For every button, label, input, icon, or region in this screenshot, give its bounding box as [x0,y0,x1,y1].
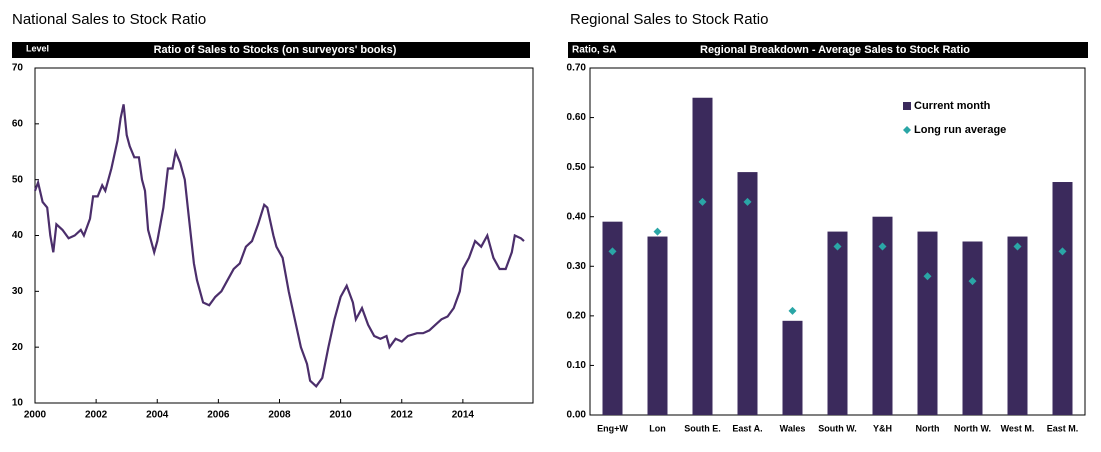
diamond-marker [833,242,842,251]
line-series [33,104,525,388]
bar [782,320,803,415]
bar [647,236,668,415]
diamond-marker [743,197,752,206]
x-tick-label: 2004 [146,410,169,421]
bar [917,231,938,415]
chart-subtitle: Regional Breakdown - Average Sales to St… [700,44,970,56]
bar [1007,236,1028,415]
plot-frame [34,67,534,404]
x-tick-label: North W. [954,423,991,433]
y-tick-label: 0.50 [567,162,587,173]
y-tick-label: 70 [12,63,24,74]
x-tick-label: 2002 [85,410,108,421]
diamond-marker [1058,247,1067,256]
diamond-marker [923,272,932,281]
chart-title: Regional Sales to Stock Ratio [570,11,768,28]
x-tick-label: Eng+W [597,423,628,433]
y-axis-label: Level [26,43,49,53]
y-tick-label: 0.70 [567,63,587,74]
legend-marker [903,126,911,134]
y-tick-label: 0.10 [567,360,587,371]
diamond-marker [608,247,617,256]
y-tick-label: 60 [12,118,24,129]
x-tick-label: Lon [649,423,666,433]
x-tick-label: 2008 [268,410,291,421]
x-tick-label: Wales [780,423,806,433]
bar [872,216,893,415]
diamond-marker [788,306,797,315]
y-tick-label: 0.60 [567,112,587,123]
x-tick-label: 2012 [391,410,414,421]
y-tick-label: 20 [12,342,24,353]
header-bar [568,42,1088,58]
x-tick-label: 2000 [24,410,47,421]
y-tick-label: 50 [12,174,24,185]
chart-title: National Sales to Stock Ratio [12,11,206,28]
diamond-marker [653,227,662,236]
chart-subtitle: Ratio of Sales to Stocks (on surveyors' … [154,44,397,56]
diamond-marker [968,277,977,286]
diamond-marker [878,242,887,251]
bar [1052,182,1073,415]
x-tick-label: Y&H [873,423,892,433]
x-tick-label: South E. [684,423,721,433]
y-tick-label: 0.20 [567,310,587,321]
y-tick-label: 0.30 [567,261,587,272]
legend-label: Long run average [914,124,1006,136]
diamond-marker [698,197,707,206]
legend-label: Current month [914,100,991,112]
x-tick-label: North [916,423,940,433]
diamond-marker [1013,242,1022,251]
y-axis-label: Ratio, SA [572,45,616,56]
bar [692,97,713,415]
x-tick-label: 2014 [452,410,475,421]
y-tick-label: 40 [12,230,24,241]
bar [602,221,623,415]
header-bar [12,42,530,58]
x-tick-label: 2010 [330,410,353,421]
y-tick-label: 0.00 [567,410,587,421]
bar [962,241,983,415]
bar [827,231,848,415]
y-tick-label: 0.40 [567,211,587,222]
y-tick-label: 10 [12,398,24,409]
legend-marker [903,102,911,110]
x-tick-label: East A. [732,423,762,433]
x-tick-label: West M. [1001,423,1035,433]
x-tick-label: East M. [1047,423,1079,433]
bar [737,172,758,415]
x-tick-label: 2006 [207,410,230,421]
x-tick-label: South W. [818,423,857,433]
y-tick-label: 30 [12,286,24,297]
